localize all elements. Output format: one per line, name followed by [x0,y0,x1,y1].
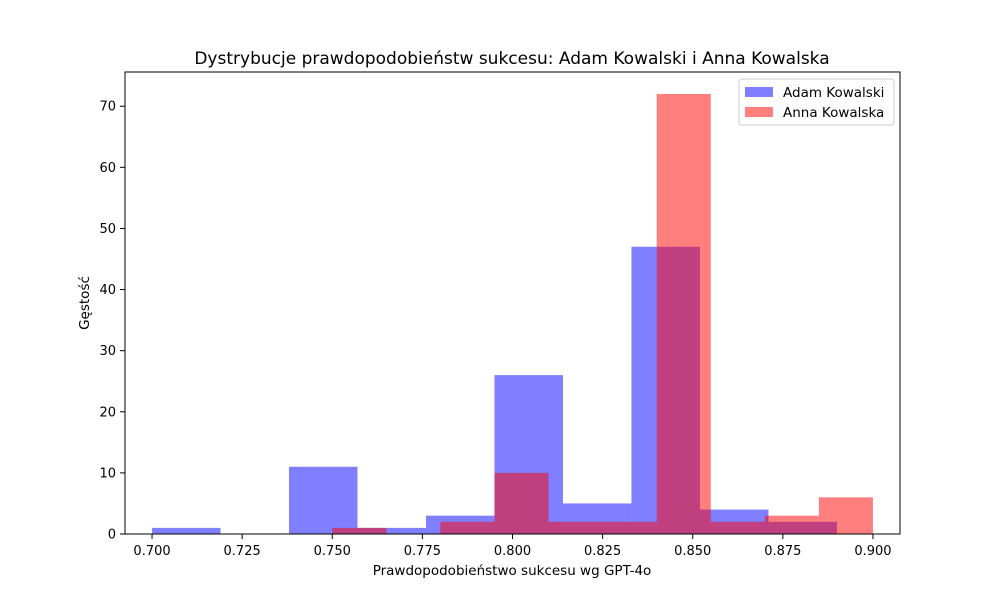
bar-series-2-3 [440,522,494,534]
bar-series-1-3 [289,467,357,534]
bar-series-2-4 [494,473,548,534]
x-tick-label: 0.725 [224,544,261,559]
y-axis-label: Gęstość [77,276,93,330]
x-axis: 0.700 0.725 0.750 0.775 0.800 0.825 0.850 0.875… [133,534,891,559]
series-1 [152,247,837,534]
bar-series-1-1 [152,528,220,534]
x-tick-label: 0.700 [133,544,170,559]
bar-series-2-10 [819,497,873,534]
legend-label-1: Adam Kowalski [783,85,884,101]
bar-series-2-6 [603,522,657,534]
y-tick-label: 10 [99,466,116,481]
y-tick-label: 30 [99,344,116,359]
bar-series-2-7 [657,94,711,534]
bar-series-2-8 [711,522,765,534]
y-tick-label: 60 [99,161,116,176]
legend-swatch-1 [745,87,773,97]
x-tick-label: 0.850 [674,544,711,559]
bar-series-2-9 [765,516,819,534]
x-tick-label: 0.900 [854,544,891,559]
y-tick-label: 0 [108,528,116,543]
legend-swatch-2 [745,107,773,117]
y-tick-label: 70 [99,100,116,115]
x-tick-label: 0.875 [764,544,801,559]
x-tick-label: 0.825 [584,544,621,559]
x-tick-label: 0.800 [494,544,531,559]
y-tick-label: 50 [99,222,116,237]
bars-layer [152,94,873,534]
y-axis: 0 10 20 30 40 50 60 70 [99,100,125,543]
bar-series-2-5 [549,522,603,534]
x-tick-label: 0.750 [314,544,351,559]
bar-series-2-1 [332,528,386,534]
y-tick-label: 20 [99,405,116,420]
chart-title: Dystrybucje prawdopodobieństw sukcesu: A… [194,49,829,69]
x-axis-label: Prawdopodobieństwo sukcesu wg GPT-4o [373,563,652,579]
legend: Adam Kowalski Anna Kowalska [739,79,894,125]
series-2 [332,94,873,534]
legend-label-2: Anna Kowalska [783,105,884,121]
y-tick-label: 40 [99,283,116,298]
x-tick-label: 0.775 [404,544,441,559]
